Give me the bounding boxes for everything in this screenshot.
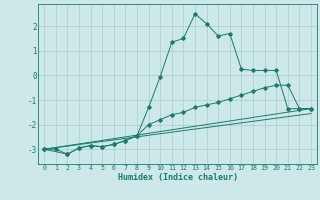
X-axis label: Humidex (Indice chaleur): Humidex (Indice chaleur): [118, 173, 238, 182]
